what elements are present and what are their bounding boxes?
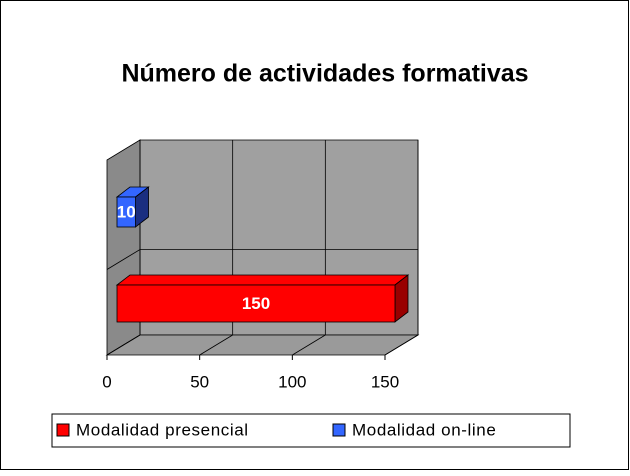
floor <box>105 334 420 356</box>
bar <box>116 284 396 323</box>
legend <box>51 413 571 448</box>
bar <box>116 196 136 228</box>
x-tick-label: 0 <box>102 372 111 391</box>
x-tick-label: 100 <box>278 372 306 391</box>
floor-grid-line <box>199 334 233 356</box>
floor-grid-line <box>292 334 326 356</box>
floor-grid-line <box>384 334 419 356</box>
chart-title: Número de actividades formativas <box>121 60 528 88</box>
floor-grid-line <box>106 334 141 356</box>
x-tick-label: 50 <box>190 372 209 391</box>
legend-swatch <box>332 423 346 437</box>
bar-top <box>115 274 410 286</box>
data-label: 150 <box>242 294 270 313</box>
legend-label: Modalidad on-line <box>352 420 496 439</box>
data-label: 10 <box>117 202 136 221</box>
legend-swatch <box>56 423 70 437</box>
legend-label: Modalidad presencial <box>76 420 249 439</box>
x-tick-label: 150 <box>371 372 399 391</box>
side-wall <box>106 139 141 356</box>
